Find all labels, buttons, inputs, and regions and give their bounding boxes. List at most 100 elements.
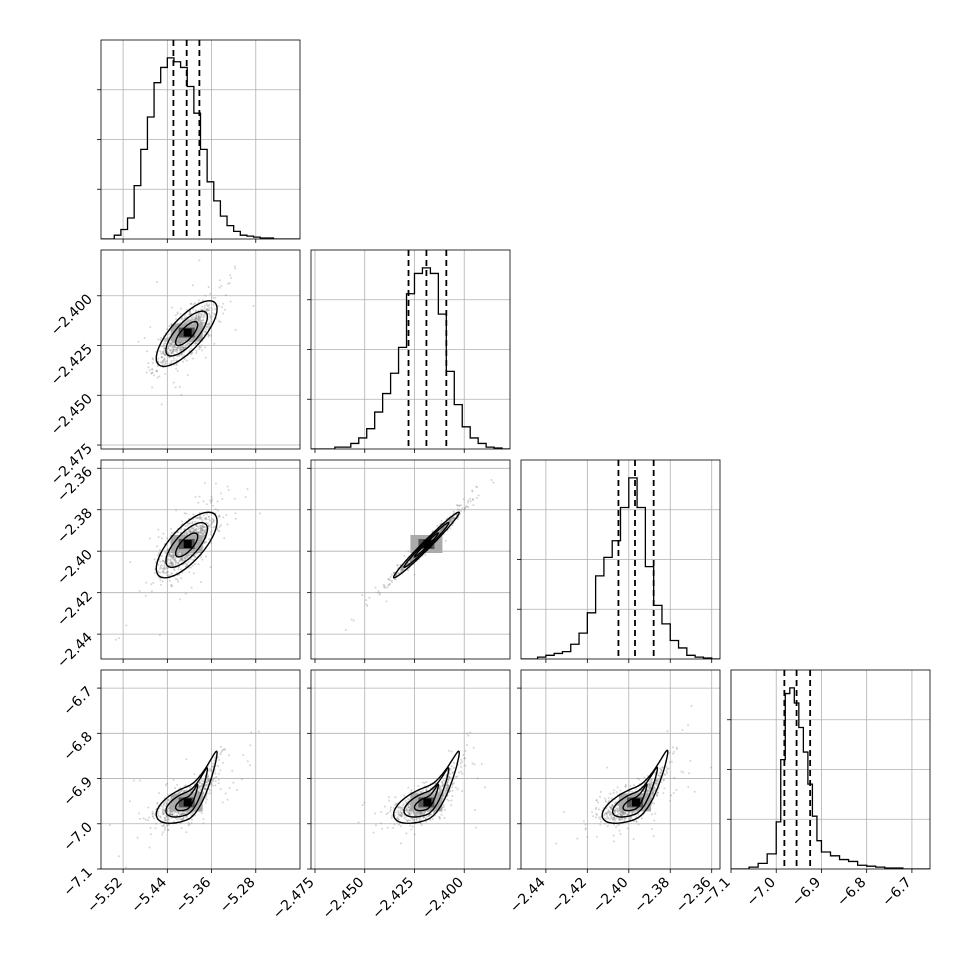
scatter-point [158,375,161,378]
scatter-point [185,320,188,323]
scatter-point [463,509,466,512]
scatter-point [166,337,169,340]
scatter-point [175,363,178,366]
scatter-point [175,347,178,350]
scatter-point [183,812,186,815]
scatter-point [171,562,174,565]
scatter-point [199,529,202,532]
scatter-point [203,313,206,316]
scatter-point [227,488,230,491]
scatter-point [199,516,202,519]
scatter-point [429,813,432,816]
scatter-point [396,564,399,567]
scatter-point [181,317,184,320]
scatter-point [410,557,413,560]
scatter-point [171,345,174,348]
scatter-point [172,348,175,351]
scatter-point [158,634,161,637]
scatter-point [445,789,448,792]
scatter-point [654,782,657,785]
scatter-point [170,811,173,814]
scatter-point [167,798,170,801]
scatter-point [202,500,205,503]
scatter-point [417,790,420,793]
scatter-point [164,817,167,820]
scatter-point [200,531,203,534]
scatter-point [687,785,690,788]
scatter-point [176,552,179,555]
scatter-point [161,825,164,828]
scatter-point [150,590,153,593]
scatter-point [175,814,178,817]
scatter-point [155,369,158,372]
scatter-point [211,311,214,314]
scatter-point [161,567,164,570]
scatter-point [195,317,198,320]
scatter-point [200,782,203,785]
scatter-point [461,790,464,793]
scatter-point [153,817,156,820]
scatter-point [167,345,170,348]
scatter-point [400,568,403,571]
scatter-point [460,758,463,761]
scatter-point [162,569,165,572]
scatter-point [207,323,210,326]
scatter-point [457,771,460,774]
scatter-point [157,563,160,566]
scatter-point [190,347,193,350]
scatter-point [208,303,211,306]
scatter-point [446,782,449,785]
scatter-point [365,603,368,606]
scatter-point [490,478,493,481]
scatter-point [203,526,206,529]
scatter-point [219,753,222,756]
scatter-point [199,524,202,527]
scatter-point [451,783,454,786]
scatter-point [415,812,418,815]
scatter-point [159,816,162,819]
scatter-point [407,819,410,822]
scatter-point [398,814,401,817]
scatter-point [157,536,160,539]
scatter-point [403,568,406,571]
scatter-point [607,809,610,812]
scatter-point [177,791,180,794]
scatter-point [394,803,397,806]
scatter-point [186,343,189,346]
scatter-point [188,313,191,316]
scatter-point [227,282,230,285]
scatter-point [361,594,364,597]
scatter-point [441,785,444,788]
scatter-point [226,798,229,801]
scatter-point [161,350,164,353]
scatter-point [166,570,169,573]
scatter-point [207,335,210,338]
scatter-point [170,572,173,575]
scatter-point [193,773,196,776]
scatter-point [442,793,445,796]
scatter-point [188,318,191,321]
scatter-point [450,517,453,520]
scatter-point [160,583,163,586]
scatter-point [205,518,208,521]
scatter-point [191,810,194,813]
scatter-point [151,386,154,389]
scatter-point [474,808,477,811]
scatter-point [221,749,224,752]
scatter-point [393,823,396,826]
scatter-point [205,540,208,543]
scatter-point [179,528,182,531]
scatter-point [166,548,169,551]
scatter-point [467,506,470,509]
scatter-point [170,554,173,557]
scatter-point [163,340,166,343]
scatter-point [391,814,394,817]
marginal-histogram [521,477,720,659]
scatter-point [162,808,165,811]
scatter-point [151,814,154,817]
scatter-point [184,557,187,560]
scatter-point [161,361,164,364]
scatter-point [163,358,166,361]
scatter-point [232,781,235,784]
scatter-point [413,833,416,836]
